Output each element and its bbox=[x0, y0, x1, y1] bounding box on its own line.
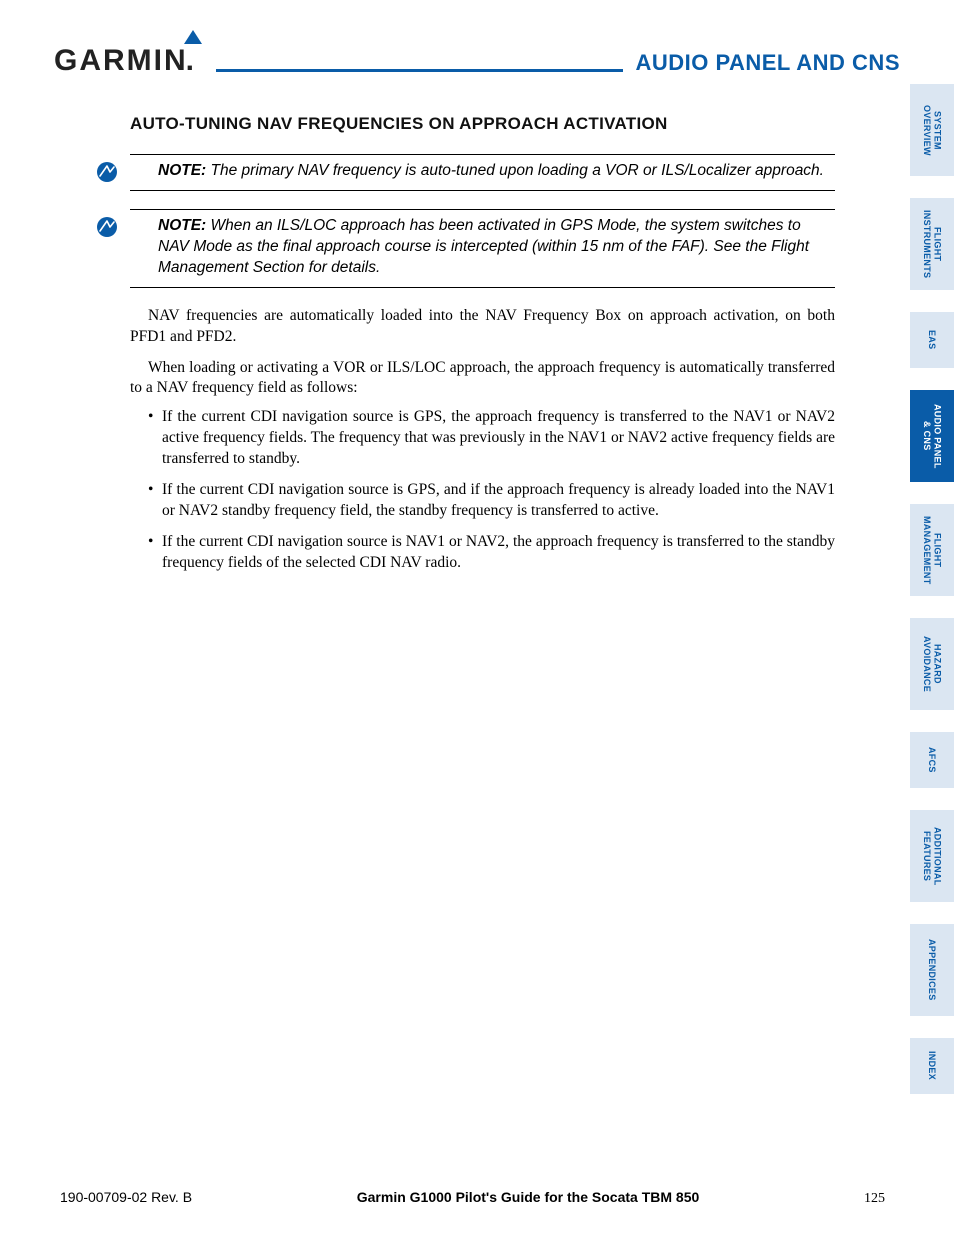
body-paragraph: When loading or activating a VOR or ILS/… bbox=[130, 358, 835, 400]
footer-title: Garmin G1000 Pilot's Guide for the Socat… bbox=[357, 1189, 700, 1205]
note-block: NOTE: The primary NAV frequency is auto-… bbox=[130, 154, 835, 191]
note-text: NOTE: When an ILS/LOC approach has been … bbox=[158, 216, 835, 279]
page-footer: 190-00709-02 Rev. B Garmin G1000 Pilot's… bbox=[0, 1189, 905, 1207]
page-header: GARMIN . AUDIO PANEL AND CNS bbox=[0, 0, 954, 78]
tab-flight-instruments[interactable]: FLIGHT INSTRUMENTS bbox=[910, 198, 954, 290]
bullet-list: If the current CDI navigation source is … bbox=[148, 407, 835, 573]
content-area: AUTO-TUNING NAV FREQUENCIES ON APPROACH … bbox=[0, 78, 895, 574]
list-item: If the current CDI navigation source is … bbox=[148, 407, 835, 470]
list-item: If the current CDI navigation source is … bbox=[148, 532, 835, 574]
tab-label: APPENDICES bbox=[927, 939, 937, 1001]
note-body: The primary NAV frequency is auto-tuned … bbox=[211, 162, 824, 179]
logo-text: GARMIN bbox=[54, 44, 188, 78]
tab-additional-features[interactable]: ADDITIONAL FEATURES bbox=[910, 810, 954, 902]
header-rule bbox=[216, 69, 623, 72]
body-paragraph: NAV frequencies are automatically loaded… bbox=[130, 306, 835, 348]
note-icon bbox=[96, 216, 118, 238]
side-tabs: SYSTEM OVERVIEW FLIGHT INSTRUMENTS EAS A… bbox=[910, 84, 954, 1094]
note-icon bbox=[96, 161, 118, 183]
list-item: If the current CDI navigation source is … bbox=[148, 480, 835, 522]
tab-index[interactable]: INDEX bbox=[910, 1038, 954, 1094]
note-body: When an ILS/LOC approach has been activa… bbox=[158, 217, 809, 276]
footer-page-number: 125 bbox=[864, 1191, 885, 1207]
tab-appendices[interactable]: APPENDICES bbox=[910, 924, 954, 1016]
page-root: GARMIN . AUDIO PANEL AND CNS AUTO-TUNING… bbox=[0, 0, 954, 1235]
tab-label: ADDITIONAL FEATURES bbox=[922, 827, 943, 886]
tab-label: HAZARD AVOIDANCE bbox=[922, 636, 943, 692]
tab-eas[interactable]: EAS bbox=[910, 312, 954, 368]
tab-afcs[interactable]: AFCS bbox=[910, 732, 954, 788]
note-label: NOTE: bbox=[158, 217, 206, 234]
tab-label: SYSTEM OVERVIEW bbox=[922, 105, 943, 156]
garmin-logo: GARMIN . bbox=[54, 44, 196, 78]
tab-label: AUDIO PANEL & CNS bbox=[922, 404, 943, 469]
tab-label: FLIGHT MANAGEMENT bbox=[922, 516, 943, 585]
footer-doc-number: 190-00709-02 Rev. B bbox=[60, 1189, 192, 1205]
tab-label: FLIGHT INSTRUMENTS bbox=[922, 210, 943, 278]
tab-flight-management[interactable]: FLIGHT MANAGEMENT bbox=[910, 504, 954, 596]
tab-hazard-avoidance[interactable]: HAZARD AVOIDANCE bbox=[910, 618, 954, 710]
header-title: AUDIO PANEL AND CNS bbox=[635, 50, 900, 78]
tab-label: INDEX bbox=[927, 1051, 937, 1080]
note-label: NOTE: bbox=[158, 162, 206, 179]
tab-system-overview[interactable]: SYSTEM OVERVIEW bbox=[910, 84, 954, 176]
logo-triangle-icon bbox=[184, 30, 202, 44]
tab-label: EAS bbox=[927, 330, 937, 349]
section-heading: AUTO-TUNING NAV FREQUENCIES ON APPROACH … bbox=[130, 114, 835, 134]
tab-audio-panel-cns[interactable]: AUDIO PANEL & CNS bbox=[910, 390, 954, 482]
tab-label: AFCS bbox=[927, 747, 937, 773]
note-block: NOTE: When an ILS/LOC approach has been … bbox=[130, 209, 835, 288]
note-text: NOTE: The primary NAV frequency is auto-… bbox=[158, 161, 835, 182]
